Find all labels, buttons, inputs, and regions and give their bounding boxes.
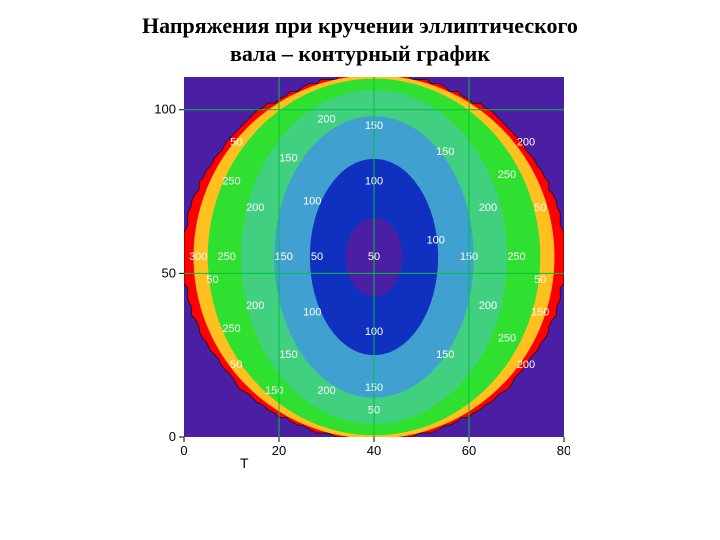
contour-label: 50: [534, 202, 546, 214]
contour-label: 100: [427, 235, 445, 247]
contour-label: 200: [246, 300, 264, 312]
contour-label: 150: [279, 153, 297, 165]
contour-label: 50: [206, 274, 218, 286]
contour-plot: 5050100100100100100150150150150150150150…: [150, 73, 570, 473]
plot-svg: 5050100100100100100150150150150150150150…: [150, 73, 570, 473]
contour-label: 250: [218, 251, 236, 263]
x-tick-label: 0: [180, 443, 187, 458]
contour-label: 250: [222, 323, 240, 335]
contour-label: 150: [275, 251, 293, 263]
contour-label: 200: [317, 385, 335, 397]
contour-label: 150: [279, 349, 297, 361]
x-tick-label: 60: [462, 443, 476, 458]
contour-label: 150: [436, 349, 454, 361]
contour-label: 150: [436, 146, 454, 158]
y-tick-label: 100: [154, 102, 176, 117]
contour-label: 50: [311, 251, 323, 263]
x-tick-label: 40: [367, 443, 381, 458]
contour-label: 200: [479, 202, 497, 214]
contour-label: 250: [498, 333, 516, 345]
x-tick-label: 80: [557, 443, 570, 458]
title-line2: вала – контурный график: [230, 41, 490, 66]
contour-label: 150: [531, 307, 549, 319]
contour-label: 250: [222, 176, 240, 188]
contour-label: 250: [498, 169, 516, 181]
contour-label: 200: [317, 113, 335, 125]
x-tick-label: 20: [272, 443, 286, 458]
contour-label: 50: [230, 136, 242, 148]
y-tick-label: 0: [169, 429, 176, 444]
y-tick-label: 50: [162, 265, 176, 280]
contour-label: 200: [246, 202, 264, 214]
contour-label: 200: [479, 300, 497, 312]
contour-label: 100: [303, 195, 321, 207]
contour-label: 200: [517, 136, 535, 148]
contour-label: 200: [517, 359, 535, 371]
contour-label: 250: [507, 251, 525, 263]
contour-label: 150: [265, 385, 283, 397]
contour-label: 100: [303, 307, 321, 319]
symbol-T: T: [240, 455, 249, 471]
contour-label: 50: [534, 274, 546, 286]
contour-label: 300: [189, 251, 207, 263]
contour-label: 50: [230, 359, 242, 371]
title-line1: Напряжения при кручении эллиптического: [142, 13, 578, 38]
